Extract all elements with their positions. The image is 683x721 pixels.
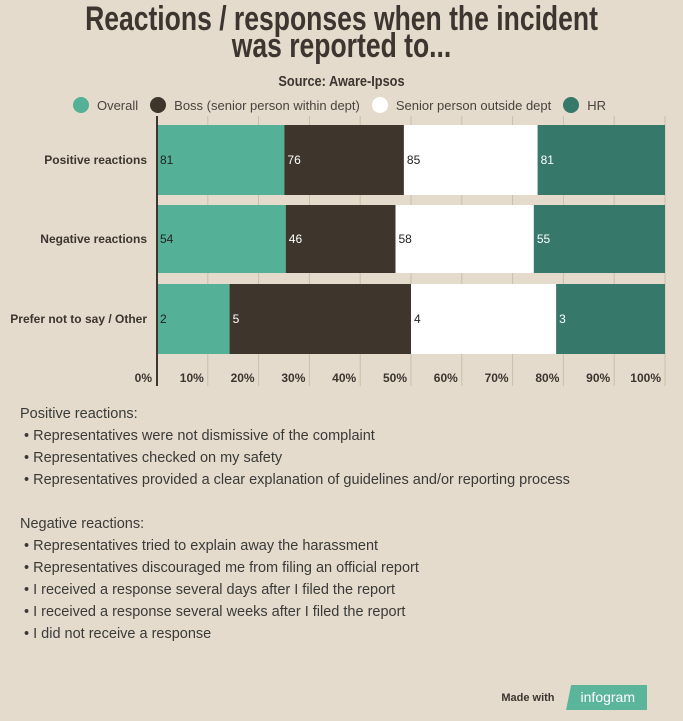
chart-subtitle: Source: Aware-Ipsos xyxy=(278,73,405,90)
bar-segment[interactable] xyxy=(157,284,230,354)
bar-segment[interactable] xyxy=(157,125,285,195)
bar-segment[interactable] xyxy=(533,205,665,273)
bar-segment[interactable] xyxy=(285,205,396,273)
data-label: 46 xyxy=(289,232,303,246)
data-label: 58 xyxy=(398,232,412,246)
legend-item[interactable]: HR xyxy=(563,97,606,113)
x-tick-label: 10% xyxy=(180,371,204,385)
data-label: 81 xyxy=(541,153,555,167)
x-tick-label: 40% xyxy=(332,371,356,385)
bar-segment[interactable] xyxy=(157,205,286,273)
category-label: Prefer not to say / Other xyxy=(10,312,147,326)
note-item: • Representatives discouraged me from fi… xyxy=(24,560,419,576)
legend-item[interactable]: Overall xyxy=(72,97,139,113)
legend-swatch xyxy=(371,97,388,113)
data-label: 3 xyxy=(559,312,566,326)
positive-heading: Positive reactions: xyxy=(20,406,138,422)
note-item: • Representatives tried to explain away … xyxy=(24,538,379,554)
footer: Made with infogram xyxy=(501,685,647,710)
x-tick-label: 20% xyxy=(231,371,255,385)
legend: Overall Boss (senior person within dept) S… xyxy=(0,97,683,113)
x-tick-label: 70% xyxy=(485,371,509,385)
note-item: • Representatives provided a clear expla… xyxy=(24,472,570,488)
data-label: 85 xyxy=(407,153,421,167)
bar-segment[interactable] xyxy=(229,284,411,354)
legend-swatch xyxy=(150,97,167,113)
bar-segment[interactable] xyxy=(556,284,665,354)
data-label: 54 xyxy=(160,232,174,246)
category-label: Negative reactions xyxy=(40,232,147,246)
data-label: 5 xyxy=(233,312,240,326)
bar-segment[interactable] xyxy=(403,125,538,195)
legend-swatch xyxy=(563,97,580,113)
legend-label: Senior person outside dept xyxy=(395,97,552,113)
x-tick-label: 50% xyxy=(383,371,407,385)
bar-segment[interactable] xyxy=(537,125,665,195)
x-tick-label: 100% xyxy=(630,371,661,385)
x-tick-label: 60% xyxy=(434,371,458,385)
infogram-logo[interactable]: infogram xyxy=(564,685,647,710)
made-with-text: Made with xyxy=(501,691,555,704)
x-tick-label: 30% xyxy=(281,371,305,385)
legend-swatch xyxy=(72,97,89,113)
x-tick-label: 0% xyxy=(135,371,153,385)
notes: Positive reactions: • Representatives we… xyxy=(20,403,570,645)
bar-segment[interactable] xyxy=(284,125,404,195)
bar-segment[interactable] xyxy=(395,205,534,273)
data-label: 4 xyxy=(414,312,421,326)
data-label: 81 xyxy=(160,153,174,167)
note-item: • Representatives checked on my safety xyxy=(24,450,283,466)
note-item: • Representatives were not dismissive of… xyxy=(24,428,375,444)
legend-label: HR xyxy=(587,97,607,113)
data-label: 2 xyxy=(160,312,167,326)
bar-chart: 0% 10% 20% 30% 40% 50% 60% 70% 80% 90% 100% Positiv… xyxy=(10,116,666,386)
legend-label: Overall xyxy=(96,97,139,113)
note-item: • I did not receive a response xyxy=(24,626,212,642)
note-item: • I received a response several days aft… xyxy=(24,582,395,598)
data-label: 76 xyxy=(287,153,301,167)
x-tick-label: 80% xyxy=(535,371,559,385)
chart-title: Reactions / responses when the incident … xyxy=(85,0,598,65)
note-item: • I received a response several weeks af… xyxy=(24,604,406,620)
legend-label: Boss (senior person within dept) xyxy=(174,97,360,113)
bar-segment[interactable] xyxy=(411,284,557,354)
legend-item[interactable]: Senior person outside dept xyxy=(371,97,552,113)
data-label: 55 xyxy=(537,232,551,246)
category-label: Positive reactions xyxy=(44,153,147,167)
x-tick-label: 90% xyxy=(586,371,610,385)
negative-heading: Negative reactions: xyxy=(20,516,145,532)
legend-item[interactable]: Boss (senior person within dept) xyxy=(150,97,360,113)
